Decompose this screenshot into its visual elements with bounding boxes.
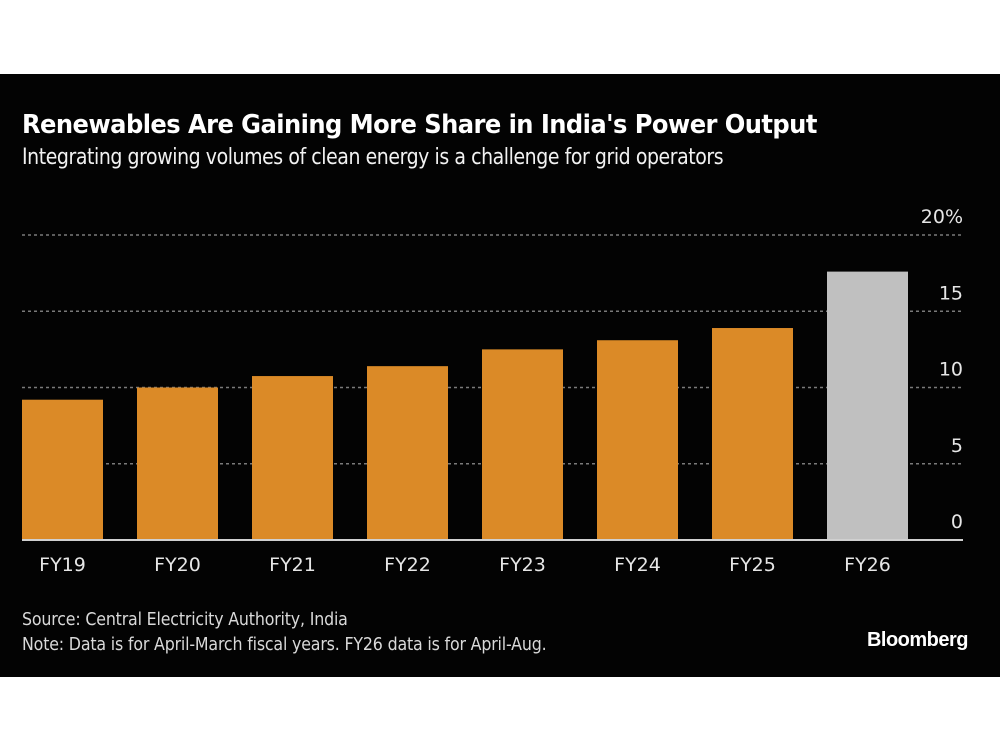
bloomberg-logo: Bloomberg	[866, 629, 969, 651]
bar-fy25	[712, 328, 793, 540]
y-tick-label: 15	[939, 282, 963, 304]
bar-fy26	[827, 271, 908, 540]
y-tick-label: 20%	[921, 206, 963, 228]
bars	[22, 271, 908, 540]
x-tick-label: FY22	[384, 554, 431, 576]
chart-subtitle: Integrating growing volumes of clean ene…	[22, 145, 724, 170]
bar-fy24	[597, 340, 678, 540]
x-axis: FY19 FY20 FY21 FY22 FY23 FY24 FY25 FY26	[22, 539, 963, 576]
x-tick-label: FY25	[729, 554, 776, 576]
bar-fy19	[22, 399, 103, 540]
x-tick-label: FY20	[154, 554, 201, 576]
chart-title: Renewables Are Gaining More Share in Ind…	[22, 110, 817, 140]
data-note: Note: Data is for April-March fiscal yea…	[22, 634, 547, 655]
x-tick-label: FY24	[614, 554, 661, 576]
bar-fy20	[137, 387, 218, 540]
y-tick-label: 5	[951, 435, 963, 457]
x-tick-label: FY21	[269, 554, 316, 576]
y-axis: 0 5 10 15 20%	[921, 206, 963, 533]
y-tick-label: 10	[939, 359, 963, 381]
y-tick-label: 0	[951, 511, 963, 533]
x-tick-label: FY23	[499, 554, 546, 576]
x-tick-label: FY19	[39, 554, 86, 576]
x-tick-label: FY26	[844, 554, 891, 576]
source-note: Source: Central Electricity Authority, I…	[22, 609, 348, 630]
bar-fy22	[367, 366, 448, 540]
bar-fy21	[252, 376, 333, 540]
bar-fy23	[482, 349, 563, 540]
